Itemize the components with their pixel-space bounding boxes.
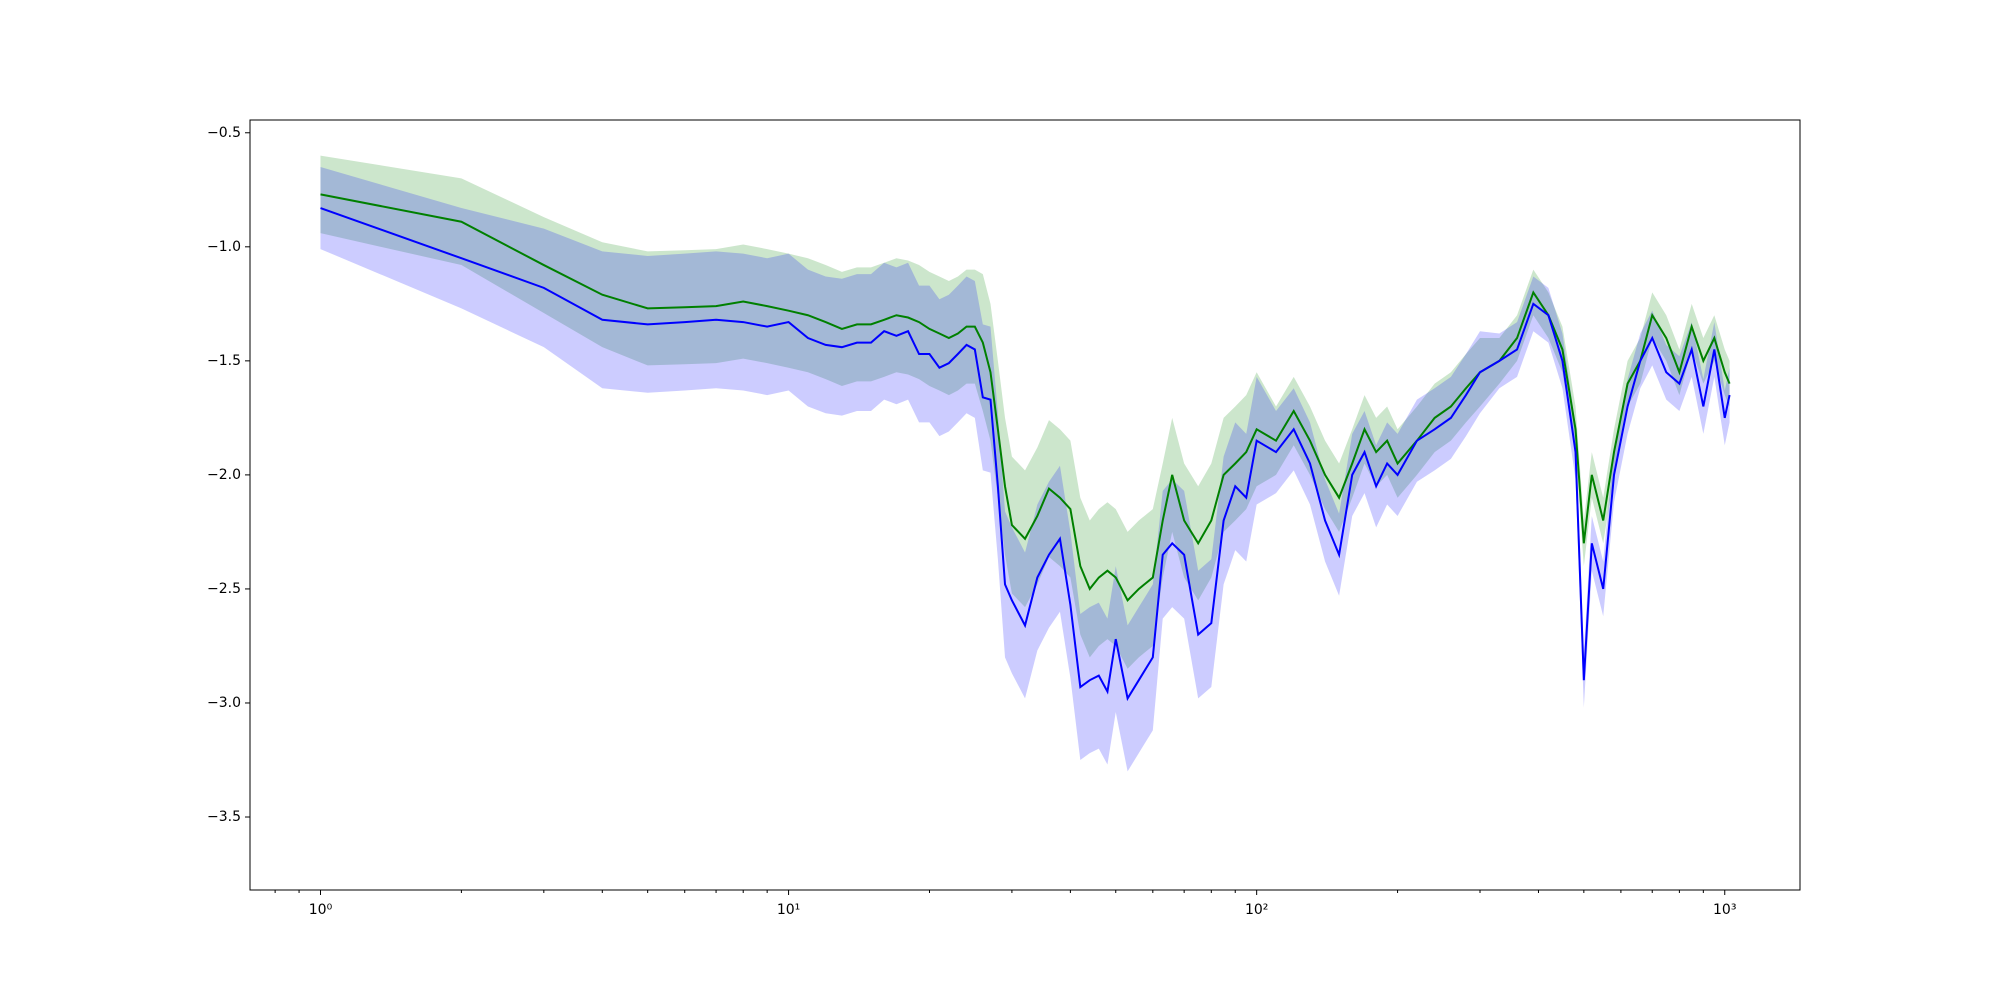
- x-tick-label: 10²: [1245, 902, 1268, 918]
- y-tick-label: −1.5: [207, 353, 241, 369]
- error-band: [320, 166, 1730, 772]
- error-band: [320, 155, 1730, 669]
- y-tick-label: −3.5: [207, 809, 241, 825]
- plot-frame: [249, 119, 1801, 891]
- line: [320, 193, 1731, 603]
- y-tick-label: −2.0: [207, 467, 241, 483]
- x-tick-label: 10⁰: [309, 902, 333, 918]
- line: [320, 207, 1731, 702]
- y-tick-label: −3.0: [207, 695, 241, 711]
- y-tick-label: −0.5: [207, 125, 241, 141]
- y-tick-label: −2.5: [207, 581, 241, 597]
- y-tick-label: −1.0: [207, 239, 241, 255]
- x-tick-label: 10³: [1713, 902, 1736, 918]
- x-tick-label: 10¹: [777, 902, 800, 918]
